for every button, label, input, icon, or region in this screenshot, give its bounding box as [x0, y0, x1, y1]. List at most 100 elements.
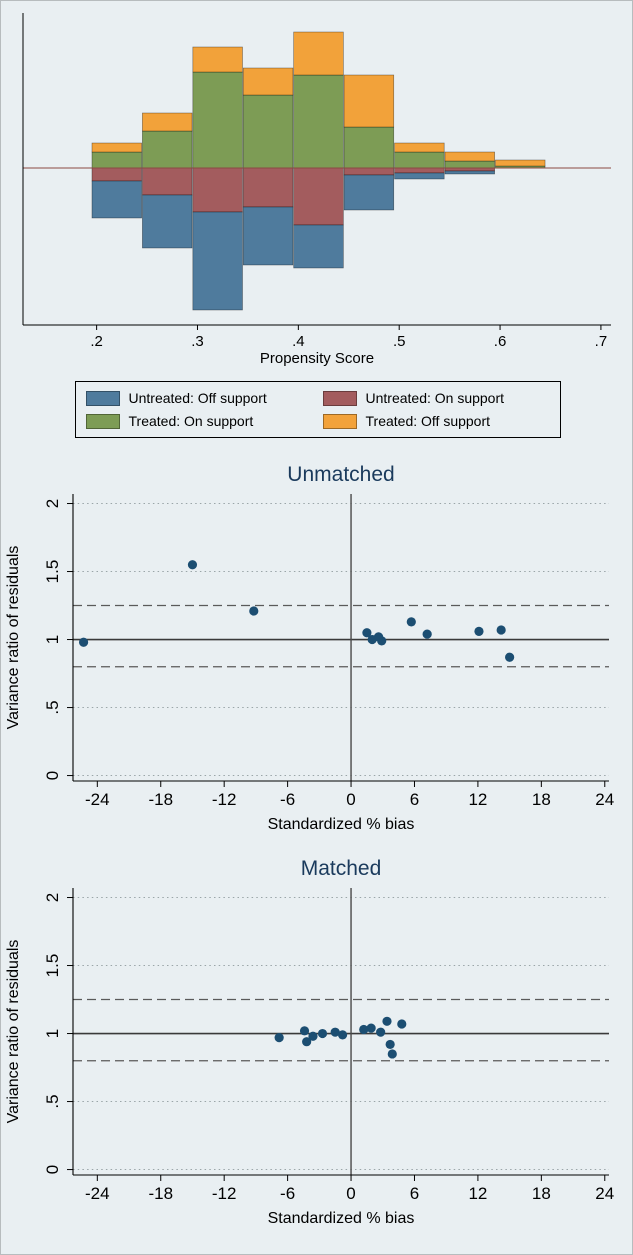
scatter-point [385, 1039, 395, 1050]
scatter-point [474, 626, 484, 636]
scatter-point [362, 628, 372, 638]
unmatched-scatter-block: Unmatched -24 -18 -12 -6 0 6 12 18 24 0 .5 1 1.5 2 Stan… [1, 456, 632, 838]
bar-untreated-on-support [142, 167, 193, 196]
x-tick-label: 18 [532, 790, 551, 809]
y-tick-label: 0 [43, 1165, 62, 1174]
scatter-point [249, 606, 259, 616]
bar-treated-off-support [444, 151, 495, 162]
legend-swatch-treated-on [85, 413, 120, 429]
y-tick-label: 1.5 [43, 954, 62, 978]
bar-treated-on-support [142, 130, 193, 169]
legend-swatch-untreated-off [85, 390, 120, 406]
scatter-point [274, 1033, 284, 1043]
bar-treated-off-support [293, 31, 344, 76]
bar-treated-off-support [394, 142, 445, 153]
x-tick-label: 24 [595, 1184, 614, 1203]
scatter-point [505, 652, 515, 662]
propensity-score-histogram: .2 .3 .4 .5 .6 .7 Propensity Score [22, 13, 611, 367]
bar-untreated-off-support [91, 180, 142, 219]
y-tick-label: 1 [43, 1029, 62, 1038]
x-axis-title: Standardized % bias [268, 1210, 415, 1227]
scatter-point [382, 1016, 392, 1026]
x-axis-title: Standardized % bias [268, 816, 415, 833]
legend: Untreated: Off support Untreated: On sup… [74, 381, 561, 438]
legend-label: Treated: On support [128, 413, 254, 429]
legend-item-untreated-on: Untreated: On support [322, 390, 550, 406]
bar-treated-on-support [192, 71, 243, 169]
bar-treated-off-support [142, 112, 193, 132]
x-tick-label: 0 [346, 1184, 355, 1203]
x-tick-label: 12 [468, 1184, 487, 1203]
bar-untreated-off-support [343, 174, 395, 211]
scatter-point [308, 1031, 318, 1041]
matched-variance-ratio-scatter: Matched -24 -18 -12 -6 0 6 12 18 24 0 .5 1 1.5 2 Standa… [5, 857, 614, 1227]
x-axis-title: Propensity Score [260, 350, 374, 367]
y-axis-title: Variance ratio of residuals [5, 546, 22, 730]
x-tick-label: -12 [212, 790, 237, 809]
scatter-point [317, 1028, 328, 1039]
bar-untreated-on-support [293, 167, 344, 226]
bar-untreated-on-support [343, 167, 395, 176]
x-tick-label: -24 [85, 790, 110, 809]
legend-item-treated-on: Treated: On support [85, 413, 313, 429]
bar-treated-on-support [394, 151, 445, 169]
x-tick-label: 0 [346, 790, 355, 809]
bar-treated-on-support [444, 160, 495, 169]
legend-item-untreated-off: Untreated: Off support [85, 390, 313, 406]
x-tick-label: 18 [532, 1184, 551, 1203]
legend-swatch-treated-off [322, 413, 357, 429]
x-tick-label: 6 [410, 1184, 419, 1203]
scatter-point [406, 617, 416, 627]
y-axis-title: Variance ratio of residuals [5, 940, 22, 1124]
y-tick-label: 0 [43, 771, 62, 780]
x-tick-label: -24 [85, 1184, 110, 1203]
scatter-point [387, 1049, 397, 1059]
bar-treated-on-support [293, 74, 344, 169]
scatter-point [397, 1019, 407, 1029]
matched-scatter-block: Matched -24 -18 -12 -6 0 6 12 18 24 0 .5 1 1.5 2 Standa… [1, 850, 632, 1232]
propensity-histogram-block: .2 .3 .4 .5 .6 .7 Propensity Score Untreated: … [1, 7, 632, 438]
x-tick-label: .7 [595, 333, 608, 350]
bar-untreated-on-support [242, 167, 294, 208]
scatter-point [377, 636, 387, 646]
bar-untreated-off-support [394, 172, 445, 180]
x-tick-label: -18 [148, 1184, 173, 1203]
x-tick-label: 6 [410, 790, 419, 809]
bar-treated-off-support [343, 74, 395, 128]
scatter-point [366, 1023, 376, 1033]
bar-treated-on-support [343, 126, 395, 169]
bar-untreated-off-support [293, 224, 344, 269]
legend-label: Treated: Off support [365, 413, 491, 429]
bar-treated-on-support [242, 94, 294, 169]
bar-treated-off-support [192, 46, 243, 73]
x-tick-label: -6 [280, 790, 295, 809]
scatter-point [422, 629, 432, 639]
scatter-point [302, 1037, 312, 1047]
x-tick-label: .6 [494, 333, 507, 350]
x-tick-label: .5 [393, 333, 406, 350]
bar-untreated-on-support [192, 167, 243, 213]
x-tick-label: 24 [595, 790, 614, 809]
bar-treated-off-support [242, 67, 294, 96]
chart-title: Matched [301, 857, 382, 880]
scatter-point [78, 637, 89, 647]
legend-label: Untreated: Off support [128, 390, 267, 406]
bar-untreated-off-support [242, 206, 294, 266]
bar-untreated-off-support [192, 211, 243, 311]
bar-untreated-off-support [444, 170, 495, 175]
x-tick-label: .3 [191, 333, 204, 350]
y-tick-label: .5 [43, 1094, 62, 1108]
bar-untreated-off-support [142, 194, 193, 249]
x-tick-label: -12 [212, 1184, 237, 1203]
chart-title: Unmatched [287, 463, 394, 486]
legend-label: Untreated: On support [365, 390, 505, 406]
scatter-point [337, 1030, 348, 1040]
scatter-point [496, 625, 506, 635]
bar-untreated-on-support [394, 167, 445, 174]
bar-treated-off-support [495, 159, 546, 167]
bar-treated-off-support [91, 142, 142, 153]
x-tick-label: 12 [468, 790, 487, 809]
scatter-point [299, 1026, 310, 1036]
scatter-point [330, 1027, 340, 1037]
